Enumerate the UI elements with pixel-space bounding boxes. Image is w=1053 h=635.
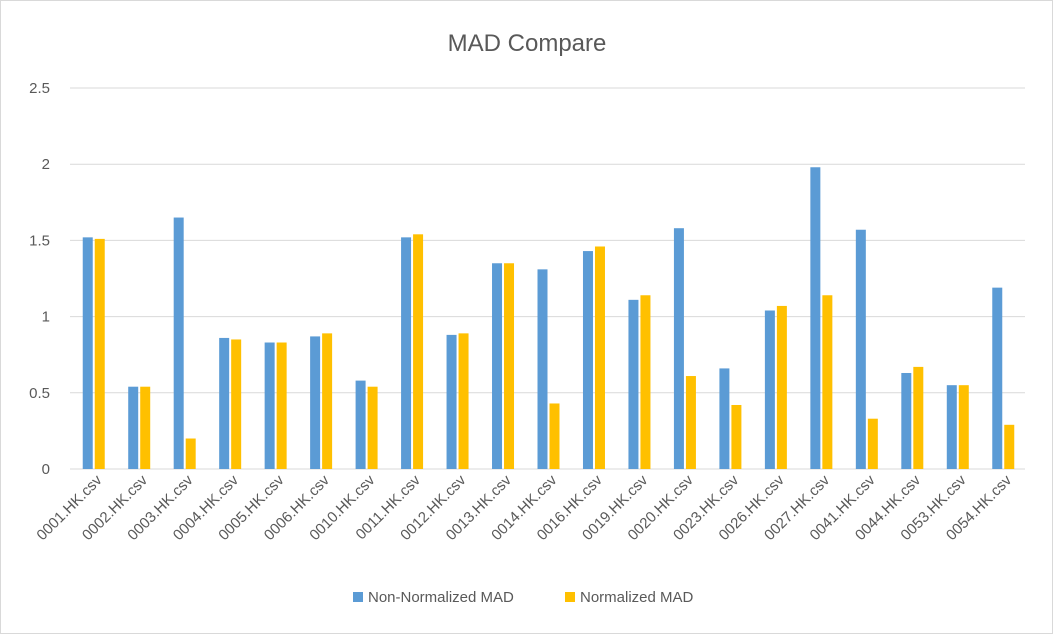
bar-non-normalized-0012.HK.csv xyxy=(446,334,457,469)
bar-non-normalized-0044.HK.csv xyxy=(901,372,912,469)
bar-normalized-0053.HK.csv xyxy=(958,385,969,469)
bar-normalized-0010.HK.csv xyxy=(367,386,378,469)
bar-normalized-0005.HK.csv xyxy=(276,342,287,469)
bar-normalized-0041.HK.csv xyxy=(867,418,878,469)
bar-non-normalized-0019.HK.csv xyxy=(628,299,639,469)
bar-non-normalized-0013.HK.csv xyxy=(492,263,503,469)
bar-normalized-0016.HK.csv xyxy=(594,246,605,469)
bar-non-normalized-0003.HK.csv xyxy=(173,217,184,469)
legend: Non-Normalized MAD Normalized MAD xyxy=(353,589,694,606)
bar-normalized-0023.HK.csv xyxy=(731,404,742,469)
bars xyxy=(82,167,1015,470)
bar-non-normalized-0010.HK.csv xyxy=(355,380,366,469)
bar-normalized-0044.HK.csv xyxy=(913,366,924,469)
bar-non-normalized-0011.HK.csv xyxy=(401,237,412,469)
x-axis-ticks: 0001.HK.csv0002.HK.csv0003.HK.csv0004.HK… xyxy=(33,471,1015,544)
bar-normalized-0003.HK.csv xyxy=(185,438,196,469)
bar-non-normalized-0002.HK.csv xyxy=(128,386,139,469)
bar-normalized-0012.HK.csv xyxy=(458,333,469,469)
bar-normalized-0006.HK.csv xyxy=(322,333,333,469)
bar-non-normalized-0001.HK.csv xyxy=(82,237,93,469)
y-tick-label: 0.5 xyxy=(29,385,50,402)
legend-label: Normalized MAD xyxy=(580,589,694,606)
bar-non-normalized-0041.HK.csv xyxy=(855,229,866,469)
bar-normalized-0013.HK.csv xyxy=(504,263,515,469)
bar-non-normalized-0027.HK.csv xyxy=(810,167,821,470)
y-tick-label: 2.5 xyxy=(29,80,50,97)
bar-normalized-0019.HK.csv xyxy=(640,295,651,469)
bar-non-normalized-0016.HK.csv xyxy=(582,251,593,469)
chart-title: MAD Compare xyxy=(448,30,607,57)
bar-normalized-0020.HK.csv xyxy=(685,376,696,469)
y-tick-label: 2 xyxy=(42,156,50,173)
bar-normalized-0014.HK.csv xyxy=(549,403,560,469)
legend-swatch xyxy=(565,592,575,602)
bar-non-normalized-0005.HK.csv xyxy=(264,342,275,469)
bar-normalized-0002.HK.csv xyxy=(140,386,151,469)
bar-normalized-0027.HK.csv xyxy=(822,295,833,469)
bar-non-normalized-0014.HK.csv xyxy=(537,269,548,469)
bar-normalized-0004.HK.csv xyxy=(231,339,242,469)
legend-label: Non-Normalized MAD xyxy=(368,589,514,606)
bar-non-normalized-0053.HK.csv xyxy=(946,385,957,469)
bar-non-normalized-0026.HK.csv xyxy=(764,310,775,469)
bar-normalized-0001.HK.csv xyxy=(94,238,105,469)
bar-non-normalized-0020.HK.csv xyxy=(673,228,684,469)
bar-normalized-0011.HK.csv xyxy=(413,234,424,469)
bar-non-normalized-0004.HK.csv xyxy=(219,337,230,469)
bar-non-normalized-0023.HK.csv xyxy=(719,368,730,469)
y-axis-ticks: 0 0.5 1 1.5 2 2.5 xyxy=(29,80,50,478)
y-tick-label: 1.5 xyxy=(29,232,50,249)
y-tick-label: 0 xyxy=(42,461,50,478)
legend-swatch xyxy=(353,592,363,602)
bar-non-normalized-0006.HK.csv xyxy=(310,336,321,469)
bar-normalized-0026.HK.csv xyxy=(776,305,787,469)
bar-non-normalized-0054.HK.csv xyxy=(992,287,1003,469)
y-tick-label: 1 xyxy=(42,309,50,326)
bar-normalized-0054.HK.csv xyxy=(1004,424,1015,469)
